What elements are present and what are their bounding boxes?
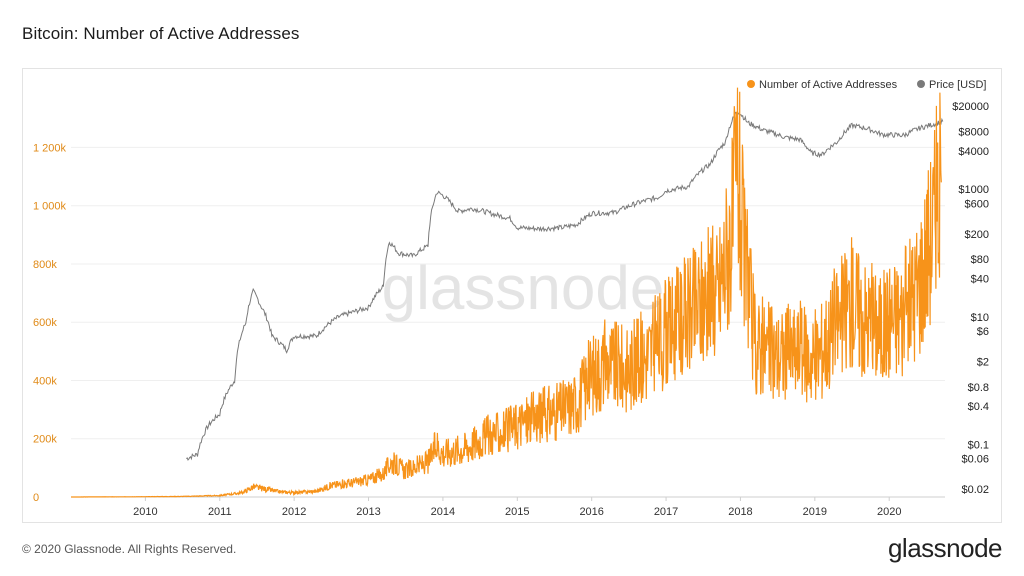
left-tick-label: 800k [33, 259, 57, 271]
copyright-text: © 2020 Glassnode. All Rights Reserved. [22, 542, 237, 556]
right-tick-label: $0.4 [968, 401, 989, 413]
right-tick-label: $600 [965, 198, 989, 210]
x-tick-label: 2017 [654, 506, 678, 518]
legend-label-active-addresses: Number of Active Addresses [759, 79, 898, 91]
right-tick-label: $1000 [958, 184, 989, 196]
right-tick-label: $40 [971, 273, 989, 285]
price-line [185, 110, 944, 461]
left-tick-label: 600k [33, 317, 57, 329]
glassnode-logo[interactable]: glassnode [887, 533, 1003, 563]
x-tick-label: 2013 [356, 506, 380, 518]
right-tick-label: $200 [965, 229, 989, 241]
right-tick-label: $4000 [958, 146, 989, 158]
x-tick-label: 2014 [431, 506, 455, 518]
left-axis: 0 200k 400k 600k 800k 1 000k 1 200k [33, 142, 67, 504]
x-tick-label: 2020 [877, 506, 901, 518]
left-tick-label: 1 000k [33, 201, 67, 213]
active-addresses-line [71, 87, 942, 498]
x-tick-label: 2010 [133, 506, 157, 518]
legend-marker-price [917, 80, 925, 88]
series-group [71, 87, 944, 498]
right-tick-label: $80 [971, 254, 989, 266]
right-tick-label: $20000 [952, 101, 989, 113]
right-tick-label: $2 [977, 356, 989, 368]
right-tick-label: $0.1 [968, 439, 989, 451]
right-tick-label: $8000 [958, 127, 989, 139]
page-title: Bitcoin: Number of Active Addresses [22, 24, 300, 43]
left-tick-label: 0 [33, 492, 39, 504]
legend-label-price: Price [USD] [929, 79, 986, 91]
chart-frame: glassnode 0 200k 400k 600k 800k 1 000k 1 200k … [22, 68, 1002, 523]
right-tick-label: $0.06 [961, 454, 989, 466]
x-axis: 2010 2011 2012 2013 2014 2015 2016 2017 2018 2019… [133, 497, 901, 518]
left-tick-label: 1 200k [33, 142, 67, 154]
right-tick-label: $0.8 [968, 382, 989, 394]
x-tick-label: 2019 [803, 506, 827, 518]
right-tick-label: $6 [977, 326, 989, 338]
x-tick-label: 2012 [282, 506, 306, 518]
legend: Number of Active Addresses Price [USD] [747, 79, 986, 91]
right-tick-label: $10 [971, 312, 989, 324]
left-tick-label: 200k [33, 434, 57, 446]
right-tick-label: $0.02 [961, 484, 989, 496]
legend-marker-active-addresses [747, 80, 755, 88]
x-tick-label: 2011 [208, 506, 232, 518]
x-tick-label: 2018 [728, 506, 752, 518]
left-tick-label: 400k [33, 375, 57, 387]
right-axis: $0.02 $0.06 $0.1 $0.4 $0.8 $2 $6 $10 $40 $80 $200 $… [952, 101, 989, 496]
x-tick-label: 2015 [505, 506, 529, 518]
x-tick-label: 2016 [579, 506, 603, 518]
watermark: glassnode [382, 254, 665, 323]
